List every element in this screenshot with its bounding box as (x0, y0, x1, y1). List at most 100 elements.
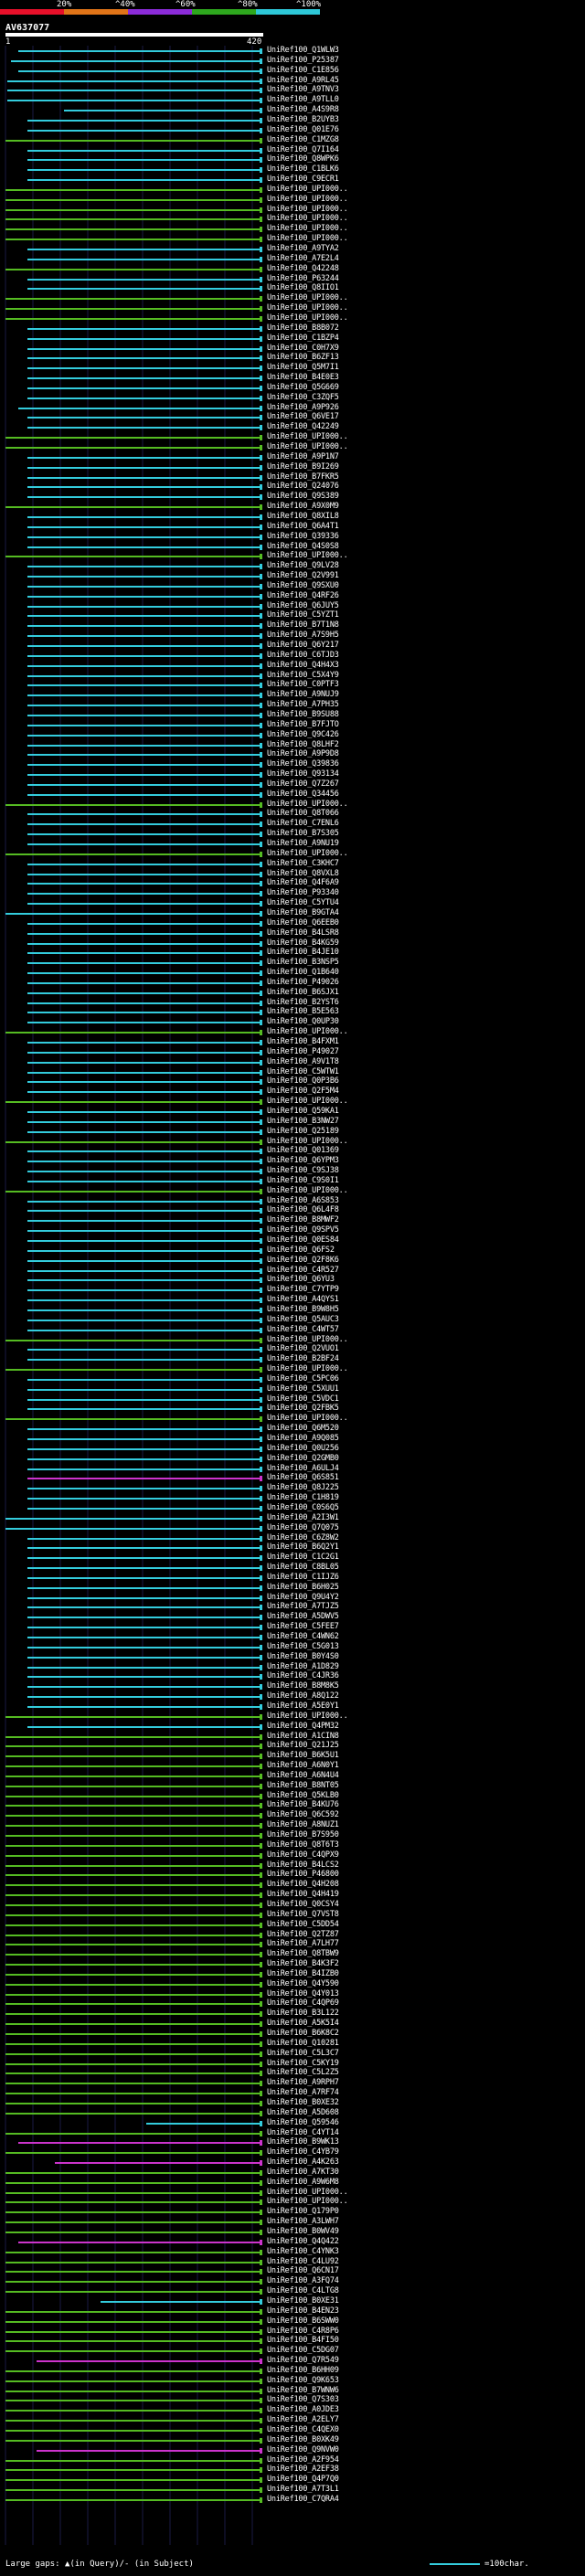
hit-label[interactable]: UniRef100_Q0CSY4 (267, 1899, 339, 1909)
hit-label[interactable]: UniRef100_UPI000.. (267, 551, 348, 561)
hit-label[interactable]: UniRef100_Q9C426 (267, 729, 339, 739)
hit-label[interactable]: UniRef100_A7S9H5 (267, 631, 339, 641)
hit-label[interactable]: UniRef100_C3KHC7 (267, 858, 339, 868)
hit-label[interactable]: UniRef100_Q01369 (267, 1146, 339, 1156)
hit-label[interactable]: UniRef100_A9TLL0 (267, 95, 339, 105)
hit-label[interactable]: UniRef100_C5L3C7 (267, 2048, 339, 2058)
hit-label[interactable]: UniRef100_Q42248 (267, 263, 339, 273)
hit-label[interactable]: UniRef100_C7QRA4 (267, 2494, 339, 2504)
hit-label[interactable]: UniRef100_C4R527 (267, 1265, 339, 1275)
hit-label[interactable]: UniRef100_Q7S303 (267, 2395, 339, 2405)
hit-label[interactable]: UniRef100_B4IZB0 (267, 1968, 339, 1978)
hit-label[interactable]: UniRef100_A8Q122 (267, 1691, 339, 1701)
hit-label[interactable]: UniRef100_C4JR36 (267, 1671, 339, 1681)
hit-label[interactable]: UniRef100_B5E563 (267, 1007, 339, 1017)
hit-label[interactable]: UniRef100_A3FQ74 (267, 2276, 339, 2286)
hit-label[interactable]: UniRef100_Q8LHF2 (267, 739, 339, 749)
hit-label[interactable]: UniRef100_Q8WPK6 (267, 154, 339, 164)
hit-label[interactable]: UniRef100_A4S9R8 (267, 105, 339, 115)
hit-label[interactable]: UniRef100_A7TJZ5 (267, 1602, 339, 1612)
hit-label[interactable]: UniRef100_C0S6Q5 (267, 1502, 339, 1512)
hit-label[interactable]: UniRef100_B4KU76 (267, 1800, 339, 1810)
hit-label[interactable]: UniRef100_Q6YU3 (267, 1275, 335, 1285)
hit-label[interactable]: UniRef100_C5FEE7 (267, 1622, 339, 1632)
hit-label[interactable]: UniRef100_B6ZF13 (267, 353, 339, 363)
hit-label[interactable]: UniRef100_A2I3W1 (267, 1512, 339, 1522)
hit-label[interactable]: UniRef100_A8NUZ1 (267, 1820, 339, 1830)
hit-label[interactable]: UniRef100_B4K3F2 (267, 1959, 339, 1969)
hit-label[interactable]: UniRef100_Q10281 (267, 2038, 339, 2048)
hit-label[interactable]: UniRef100_Q2F8K6 (267, 1255, 339, 1265)
hit-label[interactable]: UniRef100_C4YNK3 (267, 2246, 339, 2256)
hit-label[interactable]: UniRef100_A5E0Y1 (267, 1701, 339, 1711)
hit-label[interactable]: UniRef100_B2BF24 (267, 1354, 339, 1364)
hit-label[interactable]: UniRef100_B4FXM1 (267, 1037, 339, 1046)
hit-label[interactable]: UniRef100_B8NT05 (267, 1780, 339, 1790)
hit-label[interactable]: UniRef100_B8B072 (267, 323, 339, 333)
hit-label[interactable]: UniRef100_UPI000.. (267, 442, 348, 451)
hit-label[interactable]: UniRef100_A6ULJ4 (267, 1463, 339, 1473)
hit-label[interactable]: UniRef100_C4LTG8 (267, 2286, 339, 2296)
hit-label[interactable]: UniRef100_Q6FS2 (267, 1245, 335, 1255)
hit-label[interactable]: UniRef100_P63244 (267, 273, 339, 283)
hit-label[interactable]: UniRef100_Q8XIL8 (267, 511, 339, 521)
hit-label[interactable]: UniRef100_A9RL45 (267, 75, 339, 85)
hit-label[interactable]: UniRef100_C6Z8W2 (267, 1532, 339, 1542)
hit-label[interactable]: UniRef100_C9S0I1 (267, 1175, 339, 1185)
hit-label[interactable]: UniRef100_UPI000.. (267, 1185, 348, 1195)
hit-label[interactable]: UniRef100_C4YB79 (267, 2147, 339, 2157)
hit-label[interactable]: UniRef100_C1BZP4 (267, 333, 339, 343)
hit-label[interactable]: UniRef100_Q9S389 (267, 492, 339, 502)
hit-label[interactable]: UniRef100_UPI000.. (267, 1414, 348, 1424)
hit-label[interactable]: UniRef100_B9GTA4 (267, 907, 339, 917)
hit-label[interactable]: UniRef100_UPI000.. (267, 214, 348, 224)
hit-label[interactable]: UniRef100_A6N4U4 (267, 1770, 339, 1780)
hit-label[interactable]: UniRef100_Q9U4Y2 (267, 1592, 339, 1602)
hit-label[interactable]: UniRef100_Q59KA1 (267, 1106, 339, 1116)
hit-label[interactable]: UniRef100_A2ELY7 (267, 2415, 339, 2425)
hit-label[interactable]: UniRef100_Q4Q422 (267, 2236, 339, 2246)
hit-label[interactable]: UniRef100_B0Y4S0 (267, 1651, 339, 1661)
hit-label[interactable]: UniRef100_C5WTW1 (267, 1066, 339, 1076)
hit-label[interactable]: UniRef100_Q5G669 (267, 382, 339, 392)
hit-label[interactable]: UniRef100_A9V1T8 (267, 1056, 339, 1066)
hit-label[interactable]: UniRef100_C1MZG8 (267, 134, 339, 144)
hit-label[interactable]: UniRef100_A9X0M9 (267, 502, 339, 512)
hit-label[interactable]: UniRef100_Q6VE17 (267, 412, 339, 422)
hit-label[interactable]: UniRef100_A9TNV3 (267, 85, 339, 95)
hit-label[interactable]: UniRef100_B6H025 (267, 1582, 339, 1592)
hit-label[interactable]: UniRef100_Q4Y590 (267, 1978, 339, 1988)
hit-label[interactable]: UniRef100_Q0U256 (267, 1443, 339, 1453)
hit-label[interactable]: UniRef100_UPI000.. (267, 2187, 348, 2197)
hit-label[interactable]: UniRef100_A3LWH7 (267, 2217, 339, 2227)
hit-label[interactable]: UniRef100_C4R8P6 (267, 2326, 339, 2336)
hit-label[interactable]: UniRef100_UPI000.. (267, 303, 348, 313)
hit-label[interactable]: UniRef100_C5VDC1 (267, 1394, 339, 1404)
hit-label[interactable]: UniRef100_A9P1N7 (267, 451, 339, 461)
hit-label[interactable]: UniRef100_Q8IIO1 (267, 283, 339, 293)
hit-label[interactable]: UniRef100_Q4S0S8 (267, 541, 339, 551)
hit-label[interactable]: UniRef100_UPI000.. (267, 293, 348, 303)
hit-label[interactable]: UniRef100_Q7I164 (267, 144, 339, 154)
hit-label[interactable]: UniRef100_UPI000.. (267, 184, 348, 194)
hit-label[interactable]: UniRef100_Q8VXL8 (267, 868, 339, 878)
hit-label[interactable]: UniRef100_B0XE31 (267, 2295, 339, 2306)
hit-label[interactable]: UniRef100_C7ENL6 (267, 819, 339, 829)
hit-label[interactable]: UniRef100_A5DWV5 (267, 1612, 339, 1622)
hit-label[interactable]: UniRef100_C4QPX9 (267, 1850, 339, 1860)
hit-label[interactable]: UniRef100_A7E2L4 (267, 253, 339, 263)
hit-label[interactable]: UniRef100_C4YT14 (267, 2127, 339, 2137)
hit-label[interactable]: UniRef100_Q7VST8 (267, 1909, 339, 1919)
hit-label[interactable]: UniRef100_A7PH35 (267, 700, 339, 710)
hit-label[interactable]: UniRef100_Q6M520 (267, 1424, 339, 1434)
hit-label[interactable]: UniRef100_C5KY19 (267, 2058, 339, 2068)
hit-label[interactable]: UniRef100_Q4PM32 (267, 1721, 339, 1731)
hit-label[interactable]: UniRef100_C4LU92 (267, 2256, 339, 2266)
hit-label[interactable]: UniRef100_Q2FBK5 (267, 1404, 339, 1414)
hit-label[interactable]: UniRef100_UPI000.. (267, 1136, 348, 1146)
hit-label[interactable]: UniRef100_Q2TZ87 (267, 1929, 339, 1939)
hit-label[interactable]: UniRef100_B6K8C2 (267, 2029, 339, 2038)
hit-label[interactable]: UniRef100_Q6JUY5 (267, 600, 339, 610)
hit-label[interactable]: UniRef100_Q5M7I1 (267, 363, 339, 373)
hit-label[interactable]: UniRef100_UPI000.. (267, 204, 348, 214)
